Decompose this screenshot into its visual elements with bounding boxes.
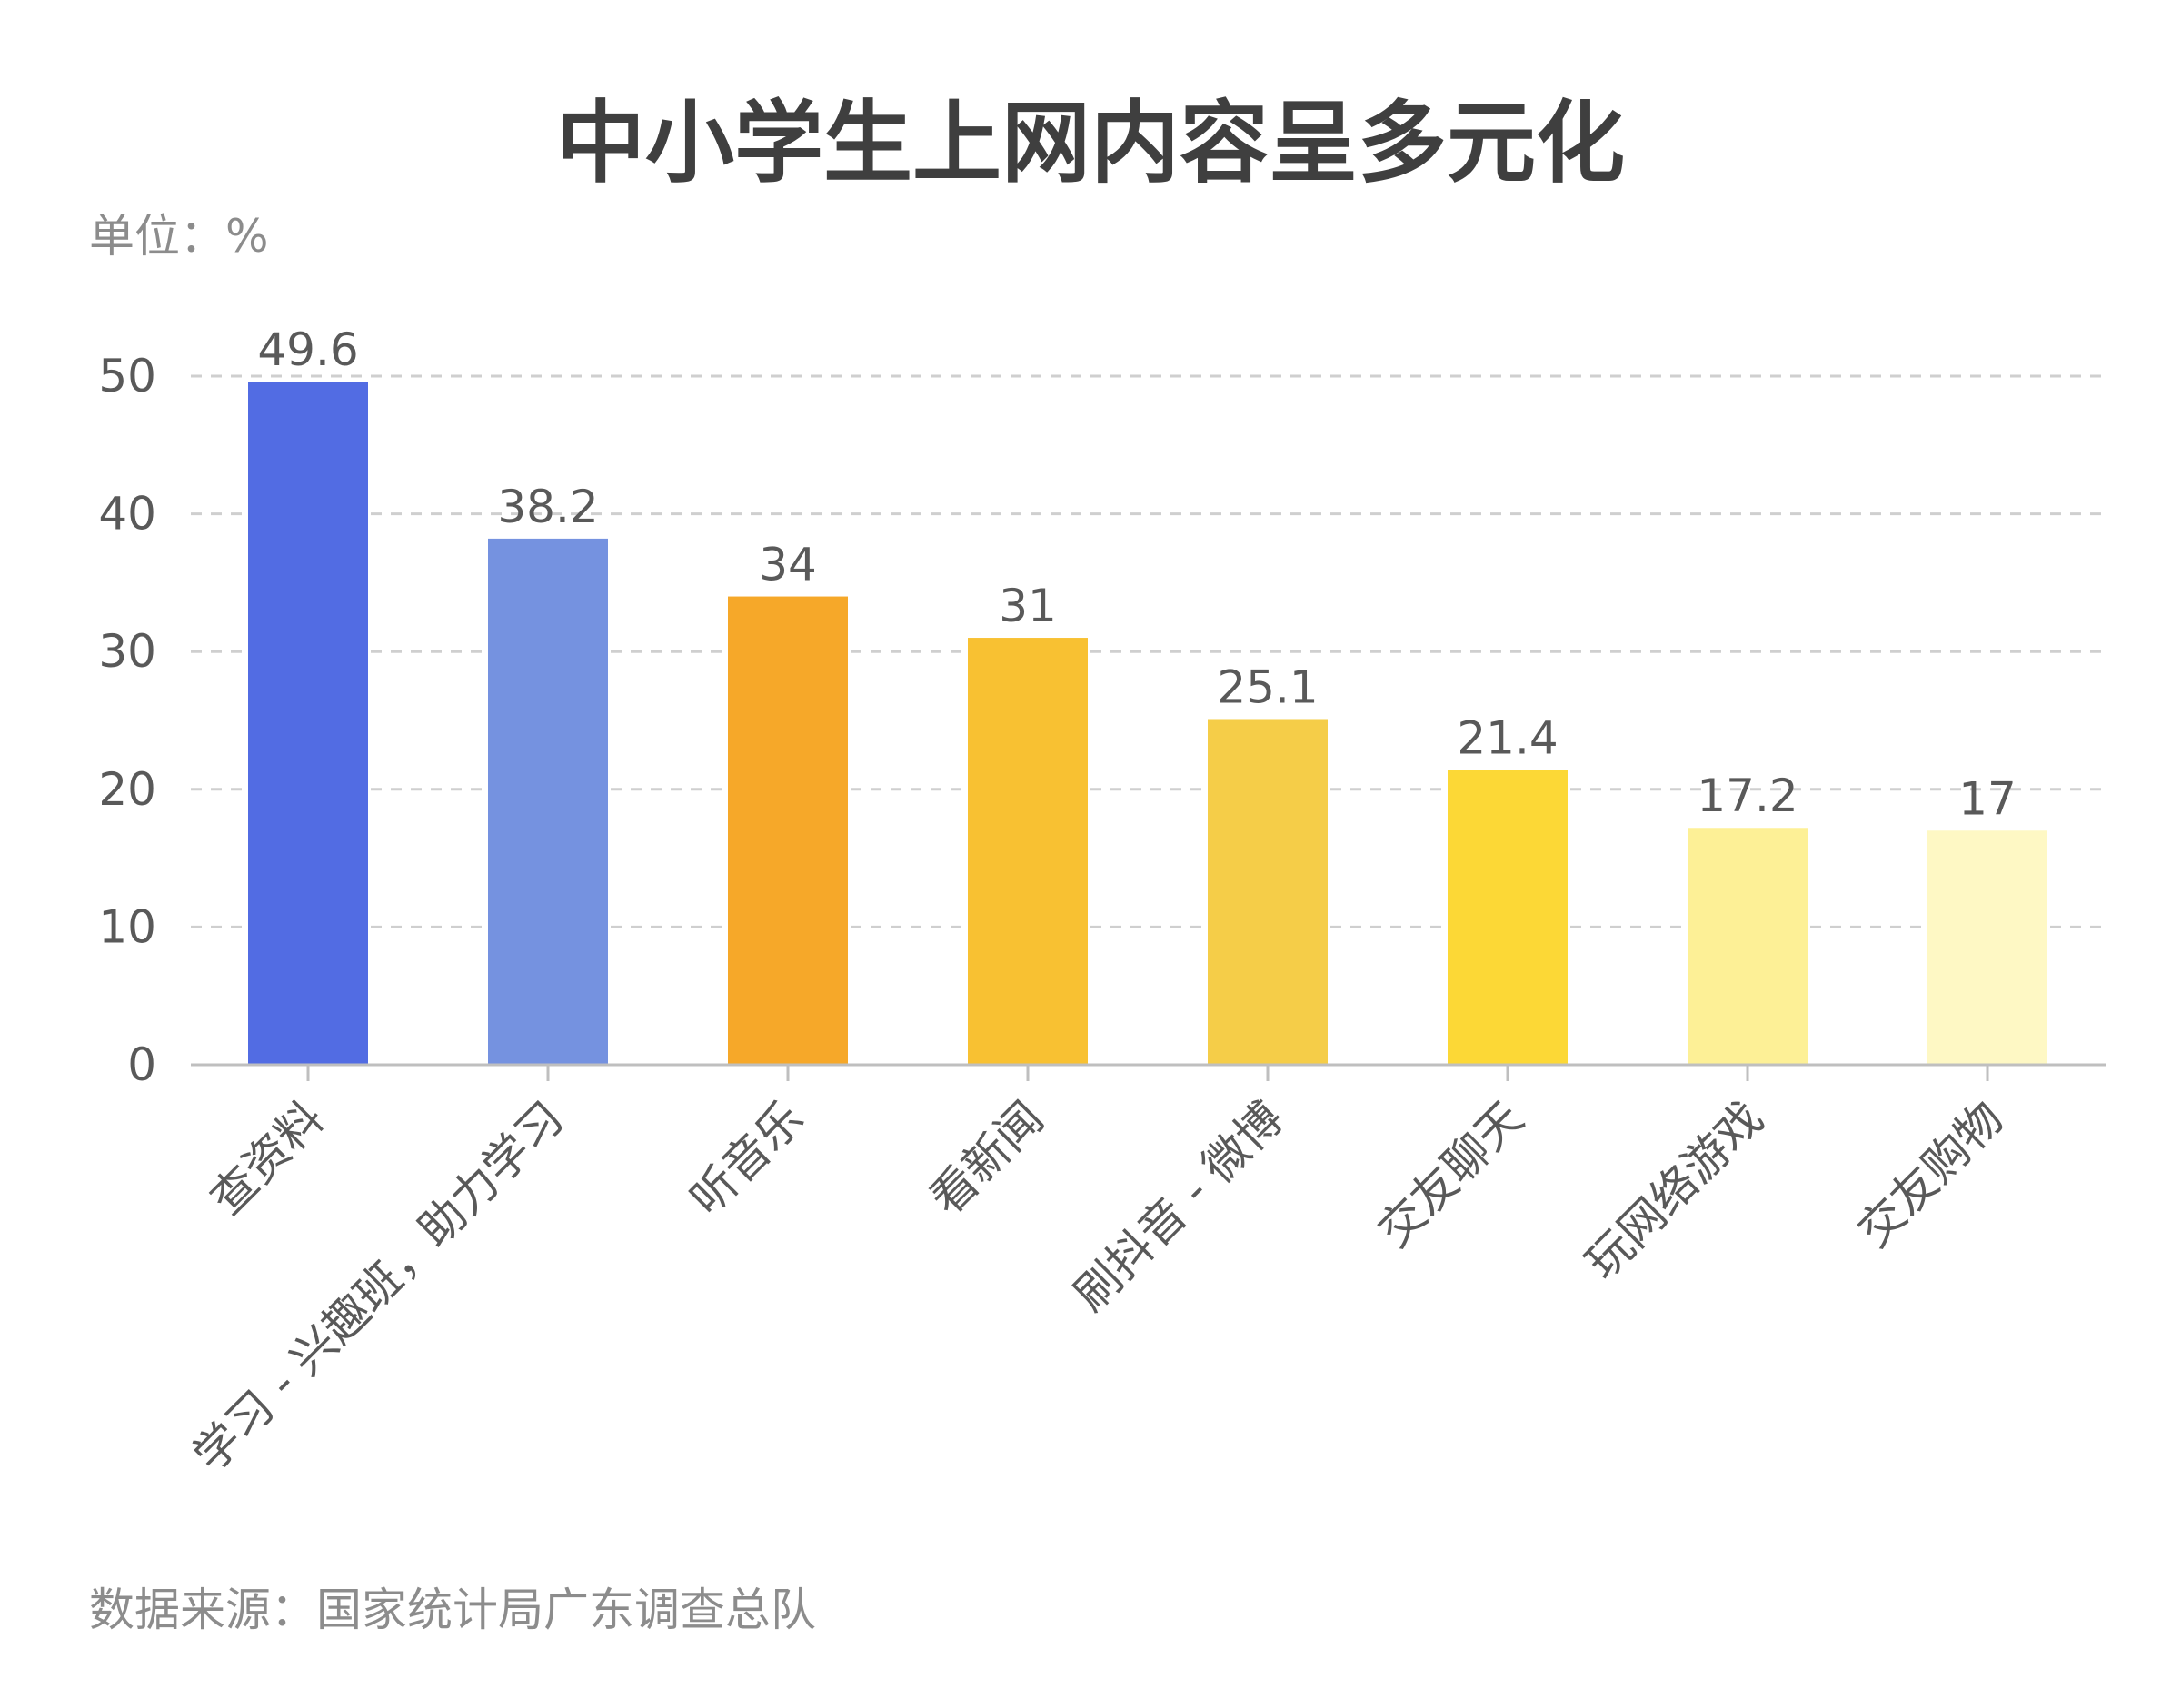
x-tick-label: 交友购物 (1847, 1091, 2013, 1256)
bar (968, 638, 1088, 1065)
x-axis-labels: 查资料学习 - 兴趣班，助力学习 听音乐 看新闻 刷抖音 - 微博 交友聊天 玩网络游戏交… (184, 1091, 2014, 1482)
bar (728, 596, 848, 1065)
bar (1688, 828, 1808, 1065)
bar (488, 538, 608, 1065)
y-axis-ticks: 0 10 20 30 40 50 (98, 350, 156, 1091)
y-tick-label: 50 (98, 350, 156, 402)
source-label: 数据来源：国家统计局广东调查总队 (89, 1584, 816, 1636)
x-axis (191, 1063, 2106, 1081)
value-label: 34 (759, 539, 817, 591)
bar (248, 382, 368, 1066)
value-labels: 49.6 38.2 34 31 25.1 21.4 17.2 17 (257, 323, 2016, 825)
bar (1448, 770, 1568, 1065)
y-tick-label: 40 (98, 488, 156, 541)
value-label: 21.4 (1457, 712, 1558, 765)
value-label: 31 (999, 580, 1057, 632)
gridlines (191, 374, 2106, 928)
x-tick-label: 刷抖音 - 微博 (1063, 1091, 1293, 1321)
x-tick-label: 查资料 (200, 1091, 334, 1225)
chart-title: 中小学生上网内容呈多元化 (555, 92, 1625, 195)
y-tick-label: 0 (127, 1038, 156, 1091)
x-tick-label: 听音乐 (680, 1091, 813, 1225)
bar (1208, 719, 1328, 1065)
value-label: 49.6 (257, 323, 358, 376)
x-tick-label: 看新闻 (920, 1091, 1053, 1225)
value-label: 17 (1958, 772, 2017, 825)
value-label: 25.1 (1217, 660, 1318, 713)
bar (1927, 830, 2047, 1065)
value-label: 17.2 (1697, 770, 1798, 822)
y-tick-label: 20 (98, 763, 156, 816)
unit-label: 单位：% (89, 210, 269, 263)
bars (248, 382, 2047, 1066)
x-tick-label: 玩网络游戏 (1576, 1091, 1774, 1289)
x-tick-label: 交友聊天 (1368, 1091, 1533, 1256)
y-tick-label: 10 (98, 900, 156, 953)
value-label: 38.2 (497, 481, 598, 533)
y-tick-label: 30 (98, 625, 156, 678)
